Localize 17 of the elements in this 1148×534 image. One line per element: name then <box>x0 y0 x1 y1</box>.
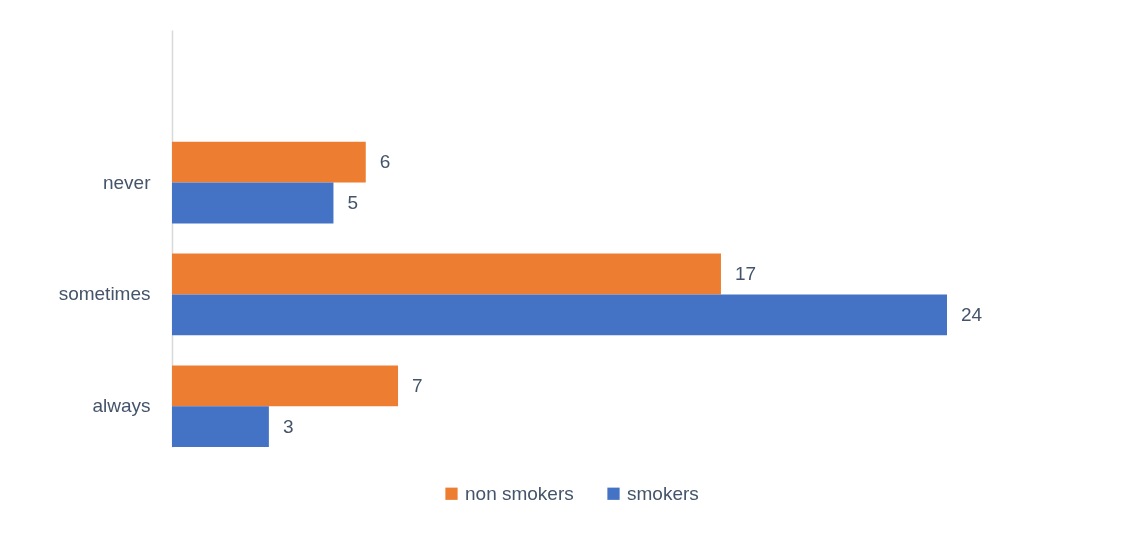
bar <box>172 294 947 336</box>
data-label: 6 <box>379 151 391 173</box>
data-label: 24 <box>961 303 983 325</box>
bar <box>172 141 366 183</box>
bar <box>172 182 334 224</box>
bar <box>172 253 721 295</box>
data-label: 5 <box>347 192 359 213</box>
data-label: 7 <box>412 374 423 396</box>
y-tick-label: never <box>102 171 152 193</box>
data-label: 3 <box>282 415 294 437</box>
y-tick-label: always <box>92 395 151 417</box>
bar <box>172 365 399 407</box>
legend-label: smokers <box>627 482 699 504</box>
bar <box>172 406 269 447</box>
legend-label: non smokers <box>465 482 574 504</box>
data-label: 17 <box>734 263 757 284</box>
y-tick-label: sometimes <box>58 283 151 305</box>
